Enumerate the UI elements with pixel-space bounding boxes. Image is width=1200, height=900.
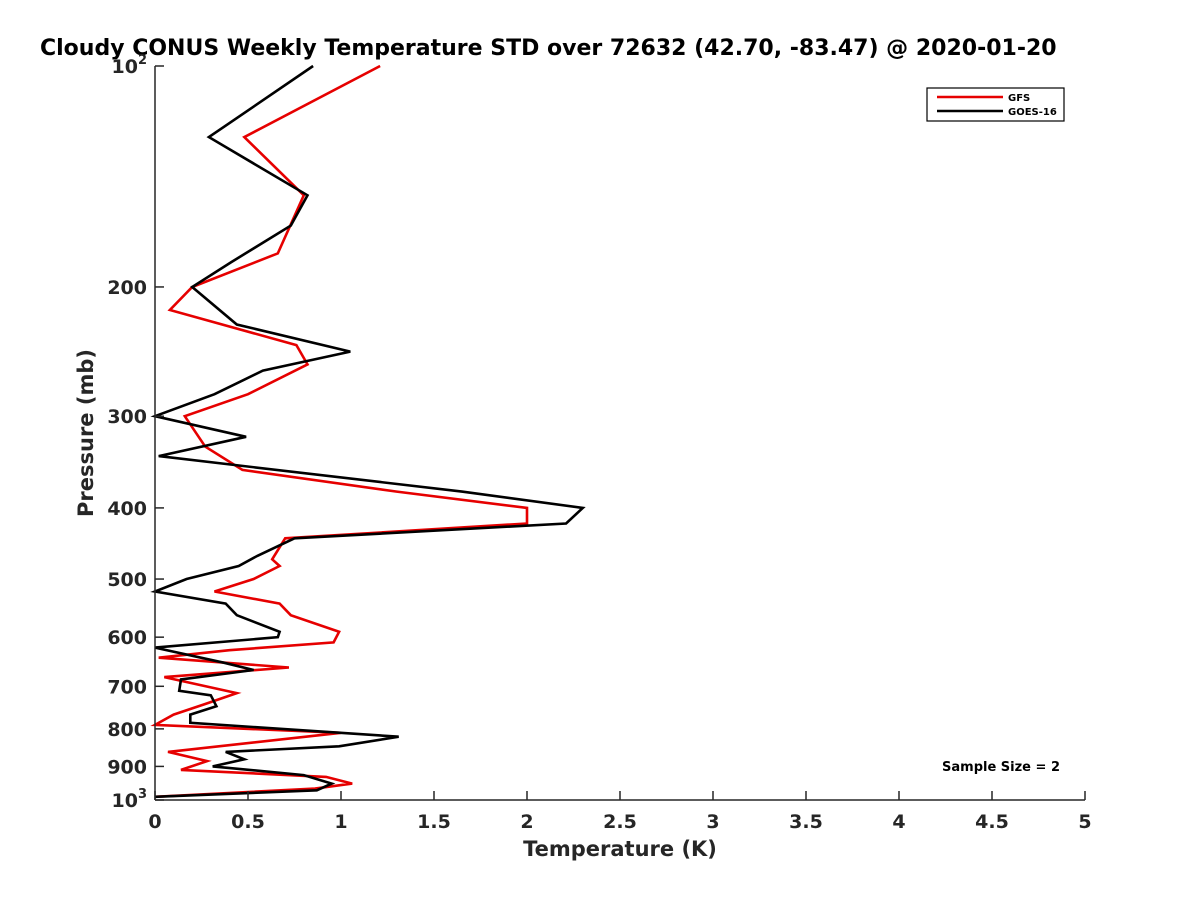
series-layer [150, 64, 586, 799]
y-tick-label: 500 [107, 569, 147, 591]
series-line-gfs [150, 64, 529, 799]
chart-title: Cloudy CONUS Weekly Temperature STD over… [40, 36, 1057, 61]
sample-size-annotation: Sample Size = 2 [942, 760, 1060, 775]
legend: GFS GOES-16 [926, 87, 1065, 122]
x-tick-label: 1 [334, 811, 347, 833]
x-tick-label: 0 [148, 811, 161, 833]
x-tick-label: 4 [892, 811, 905, 833]
x-tick-label: 2.5 [603, 811, 637, 833]
series-line-goes-16 [150, 64, 586, 799]
y-tick-label: 600 [107, 627, 147, 649]
x-tick-label: 1.5 [417, 811, 451, 833]
x-ticks: 0 0.5 1 1.5 2 2.5 3 3.5 4 4.5 5 [148, 791, 1092, 833]
x-tick-label: 0.5 [231, 811, 265, 833]
x-tick-label: 3.5 [789, 811, 823, 833]
y-tick-label: 800 [107, 719, 147, 741]
legend-box [926, 87, 1065, 122]
y-tick-label: 300 [107, 406, 147, 428]
x-tick-label: 2 [520, 811, 533, 833]
x-tick-label: 3 [706, 811, 719, 833]
x-tick-label: 5 [1078, 811, 1091, 833]
x-tick-label: 4.5 [975, 811, 1009, 833]
y-tick-label: 200 [107, 277, 147, 299]
y-tick-label: 700 [107, 676, 147, 698]
y-tick-label: 103 [112, 787, 148, 812]
y-tick-label: 900 [107, 756, 147, 778]
x-axis-label: Temperature (K) [523, 837, 717, 861]
y-tick-label: 400 [107, 498, 147, 520]
legend-label-gfs: GFS [1008, 93, 1030, 104]
legend-label-goes-16: GOES-16 [1008, 107, 1057, 118]
y-axis-label: Pressure (mb) [74, 349, 98, 517]
